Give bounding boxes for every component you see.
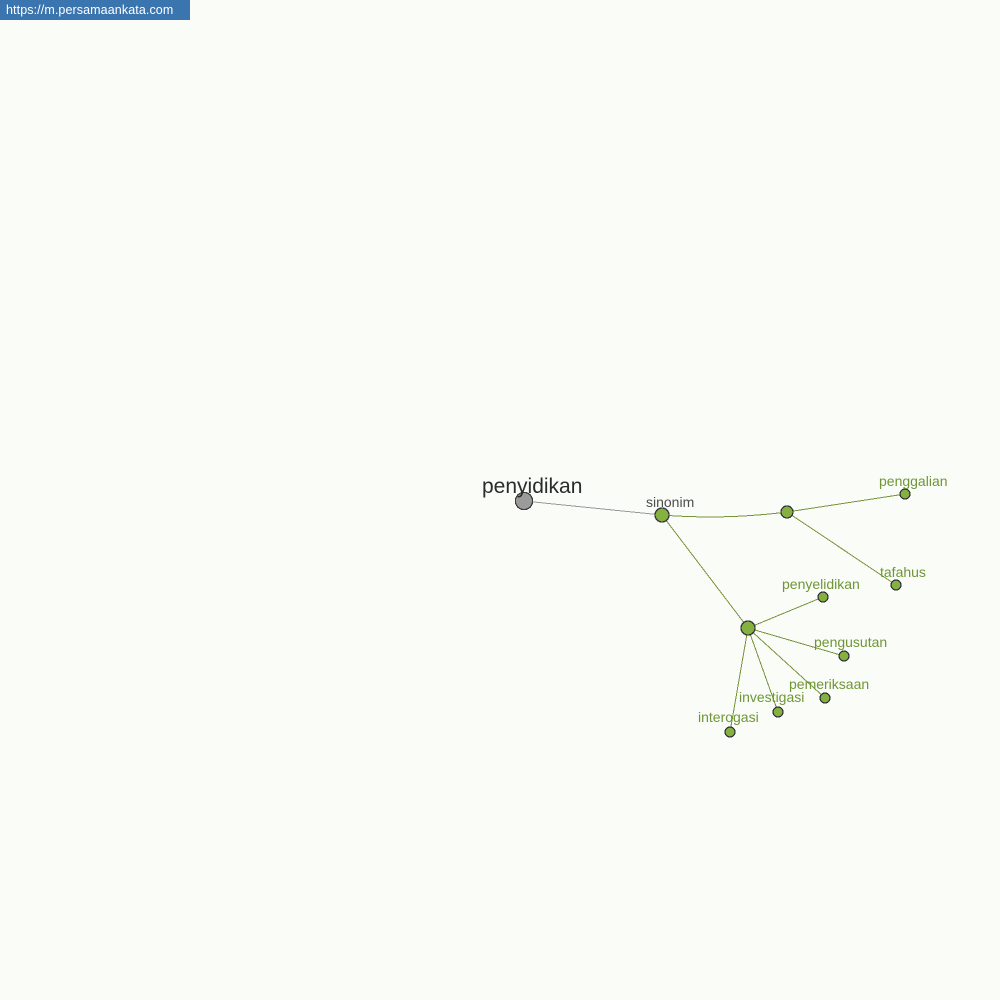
svg-text:tafahus: tafahus xyxy=(880,564,926,580)
svg-text:interogasi: interogasi xyxy=(698,709,759,725)
svg-text:penggalian: penggalian xyxy=(879,473,948,489)
svg-text:investigasi: investigasi xyxy=(739,689,804,705)
svg-text:penyidikan: penyidikan xyxy=(482,475,582,498)
svg-text:sinonim: sinonim xyxy=(646,494,694,510)
svg-text:penyelidikan: penyelidikan xyxy=(782,576,860,592)
svg-text:pengusutan: pengusutan xyxy=(814,634,887,650)
